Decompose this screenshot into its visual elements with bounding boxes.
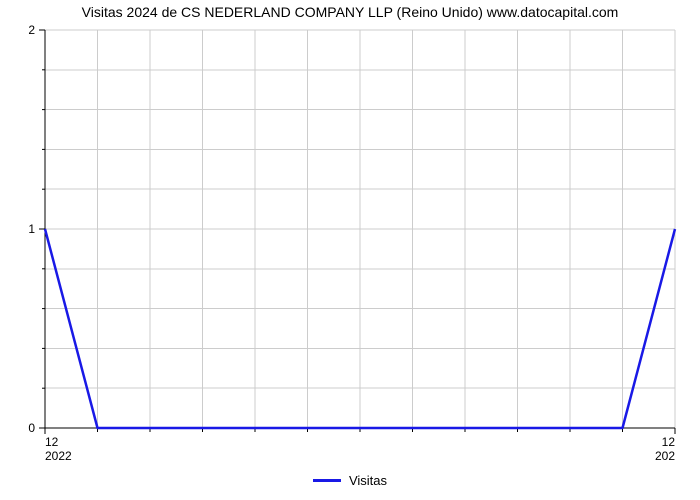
svg-text:1: 1 — [28, 222, 35, 236]
legend-swatch — [313, 479, 341, 482]
svg-text:0: 0 — [28, 421, 35, 435]
legend: Visitas — [0, 470, 700, 488]
chart-plot: 01212202212202 — [0, 0, 700, 500]
svg-text:12: 12 — [45, 435, 59, 449]
svg-text:2022: 2022 — [45, 449, 72, 463]
legend-item: Visitas — [313, 473, 387, 488]
legend-label: Visitas — [349, 473, 387, 488]
svg-text:12: 12 — [662, 435, 676, 449]
chart-container: Visitas 2024 de CS NEDERLAND COMPANY LLP… — [0, 0, 700, 500]
svg-text:2: 2 — [28, 23, 35, 37]
svg-text:202: 202 — [655, 449, 675, 463]
